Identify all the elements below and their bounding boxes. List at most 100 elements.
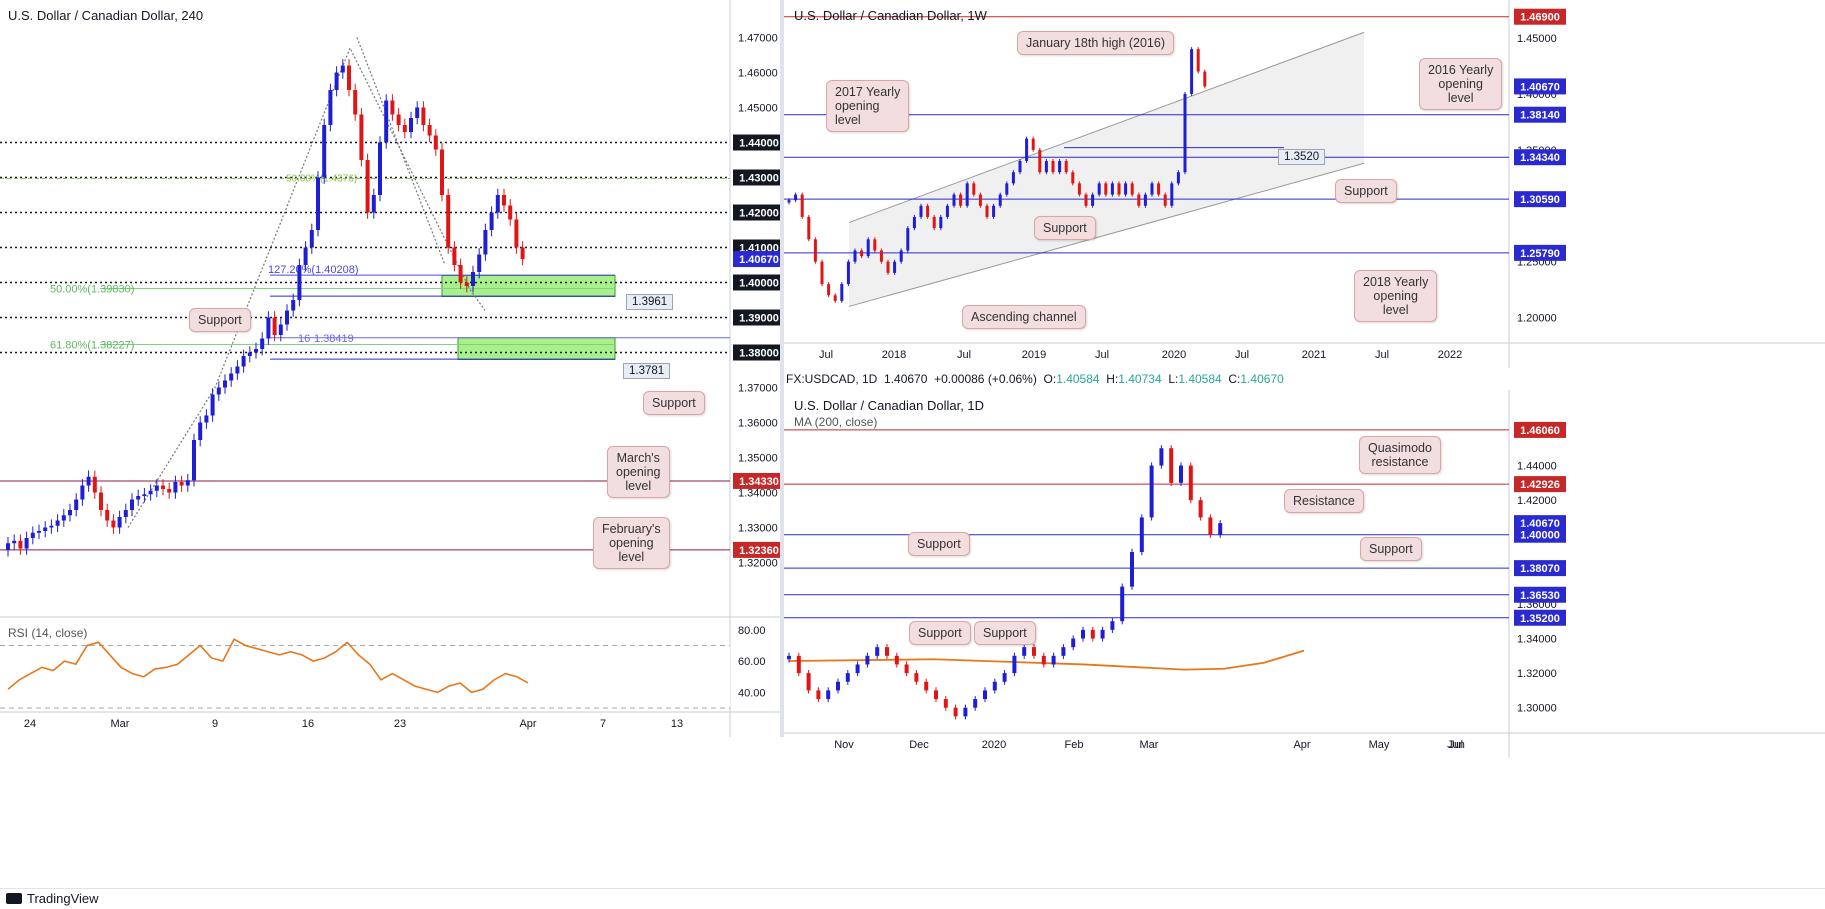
d-price-box-3: 1.40000	[1520, 530, 1560, 542]
h4-price-box-2-bg	[733, 204, 780, 221]
h4-price-box-1-bg	[733, 169, 780, 186]
w-price-box-5: 1.25790	[1520, 248, 1560, 260]
h4-candle-24	[154, 485, 159, 491]
jan18-high-label: January 18th high (2016)	[1017, 31, 1174, 55]
h4-candle-70	[440, 149, 444, 195]
w-candle-34	[1011, 172, 1015, 184]
yearly-2016-label: 2016 Yearly opening level	[1419, 58, 1503, 110]
w-candle-42	[1064, 161, 1068, 173]
d-candle-5	[836, 681, 840, 691]
d-candle-11	[894, 655, 899, 665]
w-candle-21	[926, 205, 930, 217]
daily-chart-svg[interactable]: 1.440001.420001.360001.340001.320001.300…	[784, 390, 1825, 758]
d-candle-19	[973, 699, 978, 708]
fib-50-text: 50.00%(1.39830)	[50, 283, 134, 295]
d-candle-8	[865, 655, 870, 665]
w-candle-33	[1005, 183, 1009, 195]
h4-candle-60	[378, 142, 382, 195]
h4-candle-40	[254, 349, 258, 353]
d-candle-4	[826, 690, 831, 700]
h4-x-tick-1: Mar	[111, 718, 130, 730]
h4-price-box-6: 1.39000	[739, 313, 779, 325]
w-candle-36	[1025, 138, 1029, 162]
tradingview-logo[interactable]: TradingView	[6, 891, 99, 906]
d-candle-27	[1051, 655, 1056, 665]
daily-support-label-left1: Support	[909, 621, 971, 645]
tradingview-logo-icon	[6, 893, 22, 904]
h4-candle-77	[483, 230, 488, 255]
d-candle-17	[953, 707, 958, 717]
d-candle-42	[1198, 500, 1203, 518]
w-candle-59	[1176, 172, 1180, 184]
d-candle-0	[787, 655, 791, 660]
w-price-box-4: 1.30590	[1520, 194, 1560, 206]
w-x-tick-9: 2022	[1438, 349, 1462, 361]
h4-candle-66	[415, 107, 420, 118]
w-candle-15	[886, 261, 890, 273]
tradingview-logo-text: TradingView	[27, 891, 99, 906]
h4-price-tick-0: 1.47000	[738, 33, 778, 45]
rsi-tick-2: 40.00	[738, 687, 766, 699]
weekly-support-label-mid: Support	[1034, 216, 1096, 240]
d-price-tick-0: 1.44000	[1517, 461, 1557, 473]
resistance-label: Resistance	[1284, 489, 1364, 513]
h4-candle-46	[291, 300, 296, 311]
d-candle-28	[1061, 647, 1066, 656]
h4-candle-10	[68, 510, 72, 516]
price-change: +0.00086 (+0.06%)	[934, 372, 1037, 386]
d-candle-34	[1120, 586, 1125, 622]
w-candle-53	[1137, 194, 1141, 206]
w-candle-39	[1044, 161, 1048, 173]
h4-candle-32	[204, 415, 209, 423]
d-candle-36	[1139, 517, 1144, 553]
h4-x-tick-0: 24	[24, 718, 36, 730]
h4-candle-31	[198, 422, 203, 440]
h4-candle-27	[173, 482, 178, 493]
weekly-chart-pane[interactable]: 1.450001.400001.350001.250001.200001.469…	[784, 0, 1825, 368]
w-x-tick-3: 2019	[1022, 349, 1046, 361]
h4-candle-82	[514, 219, 519, 248]
w-candle-6	[827, 284, 831, 296]
h4-price-box-8: 1.34330	[739, 476, 779, 488]
h4-candle-41	[260, 338, 265, 349]
w-candle-30	[985, 205, 989, 217]
d-candle-14	[924, 681, 929, 691]
d-candle-6	[845, 673, 850, 682]
h4-candle-80	[502, 195, 506, 206]
w-x-tick-7: 2021	[1302, 349, 1326, 361]
w-candle-54	[1143, 194, 1147, 206]
w-candle-19	[912, 216, 916, 229]
w-candle-3	[807, 216, 811, 240]
h4-candle-23	[148, 490, 153, 495]
h4-x-tick-6: 7	[600, 718, 606, 730]
w-candle-0	[787, 200, 791, 203]
h4-x-tick-7: 13	[671, 718, 683, 730]
pane-divider-vertical[interactable]	[780, 0, 784, 737]
w-x-tick-0: Jul	[819, 349, 833, 361]
weekly-chart-svg[interactable]: 1.450001.400001.350001.250001.200001.469…	[784, 0, 1825, 368]
h4-candle-7	[49, 525, 54, 528]
w-candle-4	[813, 239, 817, 262]
h4-candle-34	[216, 387, 221, 395]
fib-green-text: 50.00%(1.4376)	[286, 174, 357, 185]
w-candle-43	[1071, 172, 1075, 184]
h4-candle-81	[508, 205, 513, 220]
h4-price-tick-1: 1.46000	[738, 68, 778, 80]
h4-candle-53	[334, 72, 339, 90]
w-price-box-3-bg	[1514, 149, 1566, 166]
h4-x-tick-5: Apr	[519, 718, 536, 730]
d-x-tick-1: Dec	[909, 739, 929, 751]
h4-price-tick-12: 1.35000	[738, 453, 778, 465]
w-x-tick-5: 2020	[1162, 349, 1186, 361]
h4-candle-75	[471, 272, 475, 286]
w-candle-20	[919, 205, 923, 217]
h4-candle-51	[322, 125, 327, 178]
w-candle-27	[965, 183, 969, 206]
h4-candle-3	[24, 538, 29, 549]
w-candle-29	[978, 194, 982, 206]
w-candle-28	[972, 183, 976, 195]
daily-chart-pane[interactable]: 1.44000 1.42000 1.36000 1.34000 1.32000 1.300…	[784, 390, 1825, 758]
w-candle-62	[1196, 49, 1200, 72]
h4-candle-5	[37, 531, 41, 533]
rsi-tick-1: 60.00	[738, 656, 766, 668]
